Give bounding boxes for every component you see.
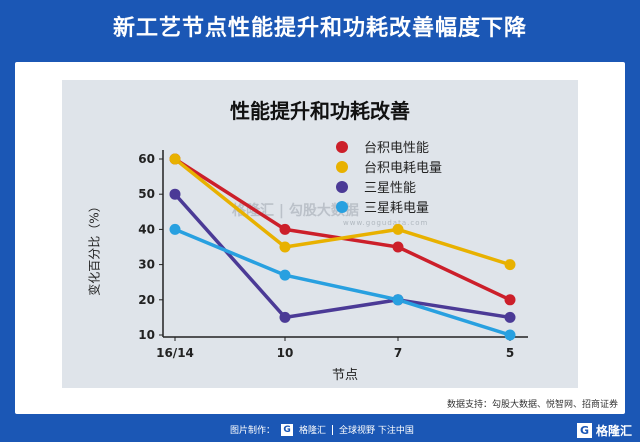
brand-logo-icon: G (281, 423, 294, 436)
data-point (504, 294, 516, 306)
footer-right-brand: G 格隆汇 (576, 422, 632, 439)
banner-title: 新工艺节点性能提升和功耗改善幅度下降 (112, 16, 527, 41)
legend-label: 台积电耗电量 (364, 161, 442, 176)
y-tick-label: 30 (138, 258, 155, 272)
data-point (504, 259, 516, 271)
y-tick-label: 20 (138, 293, 155, 307)
watermark-site: www.gogudata.com (343, 219, 429, 227)
y-axis-label: 变化百分比（%） (87, 200, 102, 296)
x-tick-label: 7 (394, 346, 402, 360)
footer-slogan: 全球视野 下注中国 (339, 426, 414, 436)
y-tick-label: 40 (138, 222, 155, 236)
data-point (392, 241, 404, 253)
source-note: 数据支持：勾股大数据、悦智网、招商证券 (446, 400, 618, 410)
footer: 图片制作： G 格隆汇 全球视野 下注中国 G 格隆汇 (0, 420, 640, 442)
y-tick-label: 60 (138, 152, 155, 166)
legend-label: 三星性能 (364, 181, 416, 196)
legend-marker (336, 201, 348, 213)
data-point (392, 294, 404, 306)
series-line-3 (173, 193, 511, 320)
data-point (169, 188, 181, 200)
footer-right-brand-text: 格隆汇 (595, 424, 632, 438)
data-point (169, 223, 181, 235)
legend-label: 三星耗电量 (364, 201, 429, 216)
x-tick-label: 10 (277, 346, 294, 360)
x-tick-label: 5 (506, 346, 514, 360)
footer-separator (332, 424, 334, 435)
data-point (279, 223, 291, 235)
legend-marker (336, 161, 348, 173)
legend-marker (336, 181, 348, 193)
brand-logo-icon-right: G (576, 423, 592, 438)
legend-label: 台积电性能 (364, 141, 429, 156)
data-point (279, 269, 291, 281)
data-point (279, 241, 291, 253)
data-point (392, 223, 404, 235)
data-point (504, 329, 516, 341)
footer-credit: 图片制作： G 格隆汇 全球视野 下注中国 (230, 423, 414, 436)
legend-marker (336, 141, 348, 153)
footer-brand: 格隆汇 (299, 426, 327, 436)
series-line-1 (174, 157, 511, 302)
footer-made-by: 图片制作： (230, 426, 276, 436)
chart-title: 性能提升和功耗改善 (230, 99, 410, 123)
data-point (169, 153, 181, 165)
data-point (504, 311, 516, 323)
y-tick-label: 50 (138, 187, 155, 201)
y-tick-label: 10 (138, 328, 155, 342)
x-axis-label: 节点 (331, 368, 359, 383)
series-line-4 (174, 227, 511, 337)
data-point (279, 311, 291, 323)
series-line-2 (173, 157, 511, 267)
x-tick-label: 16/14 (156, 346, 194, 360)
